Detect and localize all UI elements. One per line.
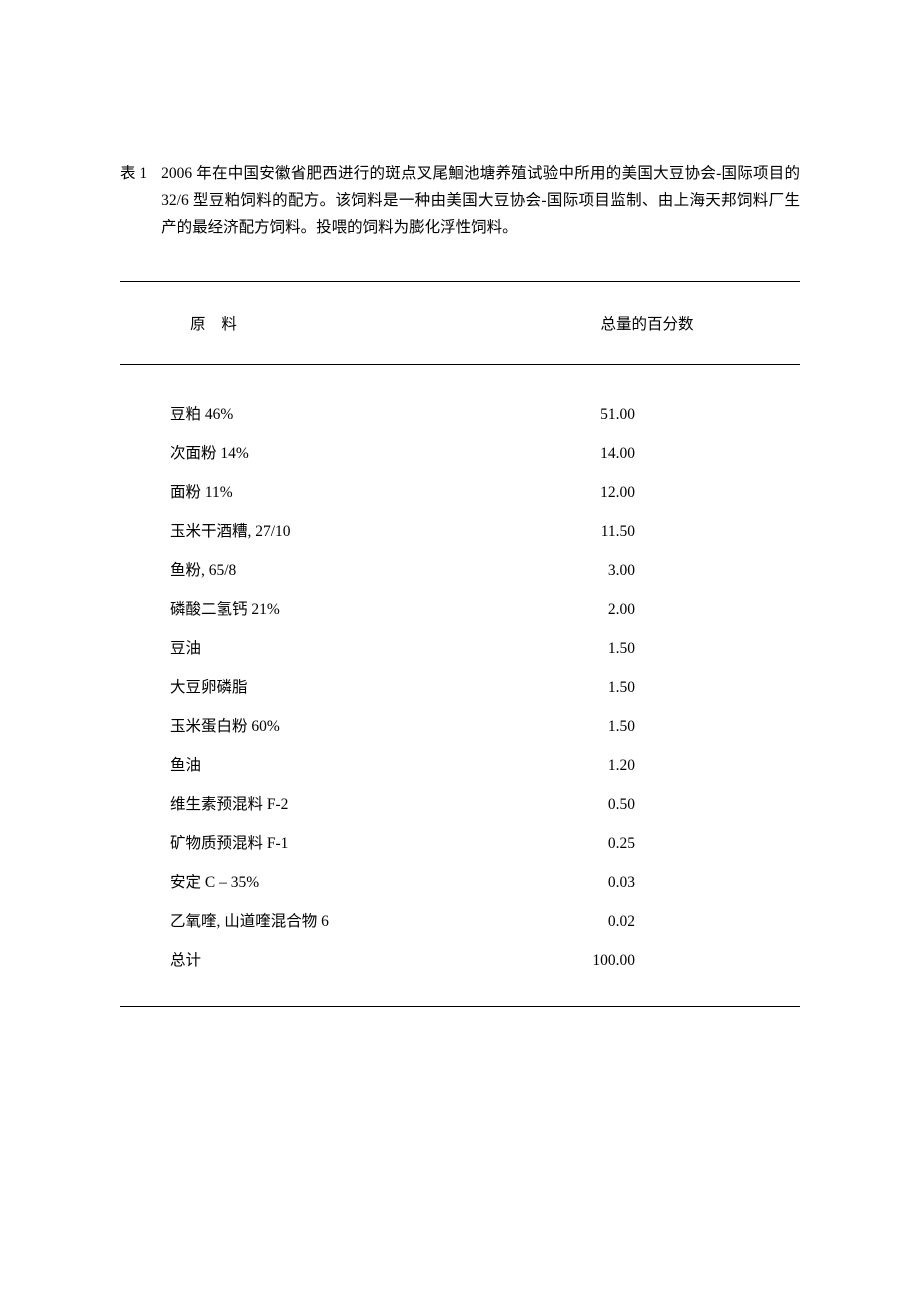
- ingredient-cell: 鱼粉, 65/8: [120, 558, 494, 580]
- table-row: 鱼油1.20: [120, 744, 800, 783]
- header-percentage: 总量的百分数: [494, 312, 800, 334]
- table-row: 鱼粉, 65/83.00: [120, 549, 800, 588]
- value-cell: 11.50: [494, 523, 800, 541]
- ingredient-cell: 豆粕 46%: [120, 402, 494, 424]
- ingredient-cell: 总计: [120, 948, 494, 970]
- table-row: 乙氧喹, 山道喹混合物 60.02: [120, 900, 800, 939]
- ingredient-cell: 次面粉 14%: [120, 441, 494, 463]
- value-cell: 1.20: [494, 757, 800, 775]
- value-cell: 1.50: [494, 679, 800, 697]
- table-row: 安定 C – 35%0.03: [120, 861, 800, 900]
- ingredient-cell: 安定 C – 35%: [120, 870, 494, 892]
- ingredient-cell: 矿物质预混料 F-1: [120, 831, 494, 853]
- header-ingredient: 原 料: [120, 312, 494, 334]
- bottom-rule: [120, 1006, 800, 1007]
- caption-text: 2006 年在中国安徽省肥西进行的斑点叉尾鮰池塘养殖试验中所用的美国大豆协会-国…: [161, 160, 800, 241]
- caption-label: 表 1: [120, 160, 147, 187]
- table-row: 总计100.00: [120, 939, 800, 978]
- ingredient-cell: 乙氧喹, 山道喹混合物 6: [120, 909, 494, 931]
- value-cell: 0.03: [494, 874, 800, 892]
- ingredient-cell: 磷酸二氢钙 21%: [120, 597, 494, 619]
- page-container: 表 1 2006 年在中国安徽省肥西进行的斑点叉尾鮰池塘养殖试验中所用的美国大豆…: [120, 160, 800, 1007]
- table-body: 豆粕 46%51.00次面粉 14%14.00面粉 11%12.00玉米干酒糟,…: [120, 365, 800, 1006]
- value-cell: 51.00: [494, 406, 800, 424]
- table-header-row: 原 料 总量的百分数: [120, 282, 800, 364]
- value-cell: 2.00: [494, 601, 800, 619]
- ingredient-cell: 大豆卵磷脂: [120, 675, 494, 697]
- ingredient-cell: 鱼油: [120, 753, 494, 775]
- ingredient-cell: 维生素预混料 F-2: [120, 792, 494, 814]
- table-row: 豆油1.50: [120, 627, 800, 666]
- table-row: 玉米干酒糟, 27/1011.50: [120, 510, 800, 549]
- value-cell: 0.02: [494, 913, 800, 931]
- table-row: 磷酸二氢钙 21%2.00: [120, 588, 800, 627]
- ingredient-cell: 面粉 11%: [120, 480, 494, 502]
- value-cell: 3.00: [494, 562, 800, 580]
- value-cell: 1.50: [494, 640, 800, 658]
- table-row: 豆粕 46%51.00: [120, 393, 800, 432]
- table-row: 面粉 11%12.00: [120, 471, 800, 510]
- value-cell: 0.50: [494, 796, 800, 814]
- value-cell: 12.00: [494, 484, 800, 502]
- table-row: 次面粉 14%14.00: [120, 432, 800, 471]
- value-cell: 1.50: [494, 718, 800, 736]
- table-row: 大豆卵磷脂1.50: [120, 666, 800, 705]
- data-table: 原 料 总量的百分数 豆粕 46%51.00次面粉 14%14.00面粉 11%…: [120, 281, 800, 1007]
- value-cell: 100.00: [494, 952, 800, 970]
- table-row: 维生素预混料 F-20.50: [120, 783, 800, 822]
- value-cell: 14.00: [494, 445, 800, 463]
- ingredient-cell: 玉米干酒糟, 27/10: [120, 519, 494, 541]
- ingredient-cell: 玉米蛋白粉 60%: [120, 714, 494, 736]
- table-row: 玉米蛋白粉 60%1.50: [120, 705, 800, 744]
- table-caption: 表 1 2006 年在中国安徽省肥西进行的斑点叉尾鮰池塘养殖试验中所用的美国大豆…: [120, 160, 800, 241]
- ingredient-cell: 豆油: [120, 636, 494, 658]
- value-cell: 0.25: [494, 835, 800, 853]
- table-row: 矿物质预混料 F-10.25: [120, 822, 800, 861]
